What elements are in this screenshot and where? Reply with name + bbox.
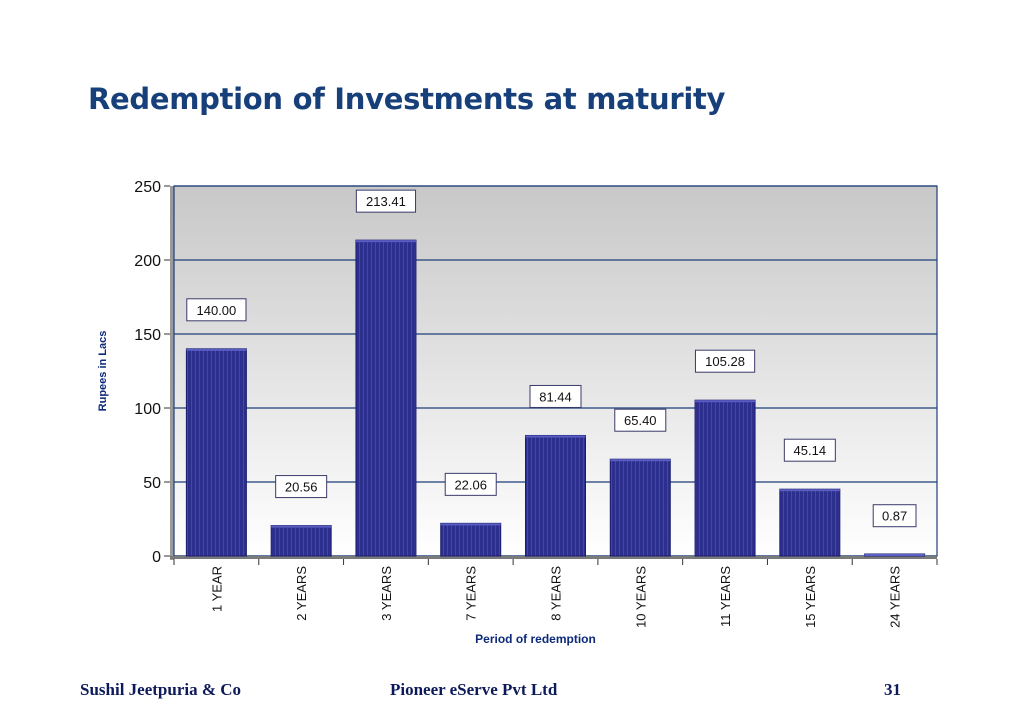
data-label-box bbox=[275, 475, 328, 499]
data-label: 22.06 bbox=[454, 477, 487, 492]
category-label: 15 YEARS bbox=[803, 566, 818, 628]
category-label: 7 YEARS bbox=[464, 566, 479, 621]
y-tick-label: 150 bbox=[134, 327, 161, 344]
y-tick-label: 100 bbox=[134, 401, 161, 418]
category-label: 11 YEARS bbox=[718, 566, 733, 627]
data-label-box bbox=[529, 384, 582, 408]
data-label-box bbox=[186, 298, 247, 322]
data-label: 20.56 bbox=[285, 480, 318, 495]
bar-top bbox=[271, 525, 332, 528]
footer-client: Pioneer eServe Pvt Ltd bbox=[390, 680, 558, 699]
data-label: 213.41 bbox=[366, 194, 406, 209]
bar bbox=[270, 525, 332, 557]
plot-floor bbox=[170, 556, 937, 559]
plot-left-wall bbox=[170, 186, 174, 560]
data-label-box bbox=[355, 189, 417, 213]
footer-company: Sushil Jeetpuria & Co bbox=[80, 680, 242, 699]
data-label: 81.44 bbox=[539, 389, 572, 404]
data-label: 45.14 bbox=[794, 443, 827, 458]
category-label: 2 YEARS bbox=[294, 566, 309, 621]
y-axis-title: Rupees in Lacs bbox=[97, 331, 109, 412]
data-label-box bbox=[872, 504, 917, 528]
data-label-box bbox=[444, 472, 497, 496]
bar bbox=[694, 399, 756, 557]
bar-top bbox=[779, 489, 840, 492]
y-tick-label: 200 bbox=[134, 253, 161, 270]
y-tick-label: 50 bbox=[143, 475, 161, 492]
bar bbox=[609, 458, 671, 557]
bar bbox=[355, 239, 417, 557]
category-label: 10 YEARS bbox=[633, 566, 648, 628]
data-label-box bbox=[614, 408, 667, 432]
bar-top bbox=[695, 400, 756, 403]
data-label: 65.40 bbox=[624, 413, 657, 428]
data-label-box bbox=[783, 438, 836, 462]
data-label: 0.87 bbox=[882, 509, 907, 524]
x-axis-title: Period of redemption bbox=[475, 632, 596, 646]
bar bbox=[779, 488, 841, 557]
category-label: 1 YEAR bbox=[209, 566, 224, 612]
data-label: 140.00 bbox=[197, 303, 237, 318]
category-label: 24 YEARS bbox=[888, 566, 903, 628]
y-tick-label: 0 bbox=[152, 549, 161, 566]
bar-top bbox=[610, 459, 671, 462]
data-label: 105.28 bbox=[705, 354, 745, 369]
bar bbox=[185, 348, 247, 557]
bar-top bbox=[864, 554, 925, 556]
bar-top bbox=[525, 435, 586, 438]
bar-top bbox=[355, 240, 416, 243]
page-number: 31 bbox=[884, 680, 901, 699]
category-label: 8 YEARS bbox=[549, 566, 564, 621]
y-tick-label: 250 bbox=[134, 179, 161, 196]
data-label-box bbox=[694, 349, 756, 373]
category-label: 3 YEARS bbox=[379, 566, 394, 621]
bar bbox=[525, 434, 586, 557]
slide-title: Redemption of Investments at maturity bbox=[88, 82, 726, 116]
bar-top bbox=[186, 348, 247, 351]
bar bbox=[440, 522, 502, 557]
bar-top bbox=[440, 523, 501, 526]
